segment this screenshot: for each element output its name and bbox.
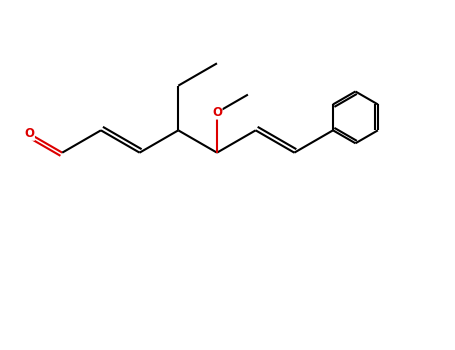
Text: O: O [212, 106, 222, 119]
Text: O: O [25, 127, 35, 140]
